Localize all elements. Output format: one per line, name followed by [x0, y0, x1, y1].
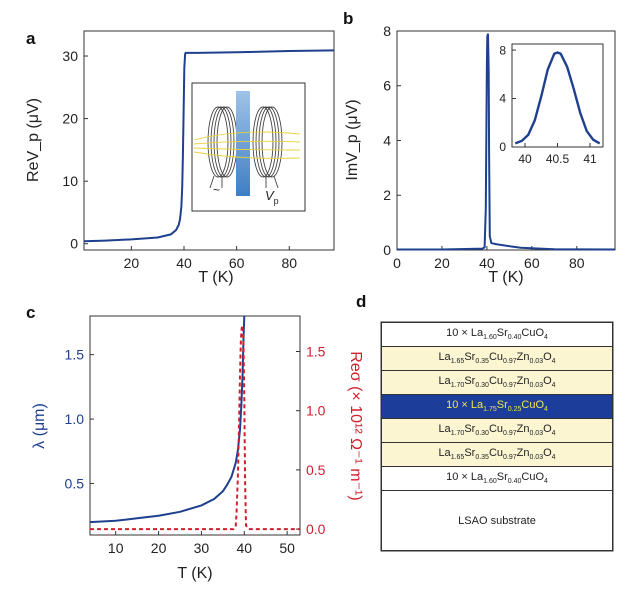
chart-c-ticks: 10 20 30 40 50 0.5 1.0 1.5 0.0 0.5 1.0 1.5 — [65, 343, 326, 556]
layer-6: La1.65Sr0.35Cu0.97Zn0.03O4 — [381, 442, 613, 466]
layer-7: 10 × La1.60Sr0.40CuO4 — [381, 466, 613, 490]
chart-c-ytick-label: 0.5 — [65, 475, 85, 491]
source-symbol: ~ — [213, 183, 220, 197]
layer-formula: 10 × La1.60Sr0.40CuO4 — [446, 327, 548, 342]
chart-a-xtick-label: 80 — [281, 255, 297, 271]
chart-b-xlabel: T (K) — [488, 269, 523, 286]
panel-label-c: c — [26, 303, 35, 322]
chart-b-inset-ytick-label: 4 — [499, 92, 506, 106]
chart-b-inset-xtick-label: 41 — [583, 152, 597, 166]
chart-c-xtick-label: 40 — [236, 540, 252, 556]
layer-formula: La1.65Sr0.35Cu0.97Zn0.03O4 — [438, 447, 556, 462]
chart-c-sigma-line — [90, 325, 300, 531]
chart-b-inset-ytick-label: 8 — [499, 43, 506, 57]
layer-2: La1.65Sr0.35Cu0.97Zn0.03O4 — [381, 346, 613, 370]
chart-c-right-ytick-label: 0.5 — [306, 462, 326, 478]
chart-a-ytick-label: 20 — [62, 111, 78, 127]
chart-c-xtick-label: 50 — [279, 540, 295, 556]
chart-b-ytick-label: 4 — [383, 132, 391, 148]
chart-c-ytick-label: 1.0 — [65, 411, 85, 427]
chart-c-xtick-label: 20 — [151, 540, 167, 556]
chart-a-series-line — [83, 49, 335, 243]
chart-c-right-ytick-label: 1.5 — [306, 343, 326, 359]
layer-3: La1.70Sr0.30Cu0.97Zn0.03O4 — [381, 370, 613, 394]
layer-formula: La1.65Sr0.35Cu0.97Zn0.03O4 — [438, 351, 556, 366]
layer-4: 10 × La1.75Sr0.25CuO4 — [381, 394, 613, 418]
panel-label-a: a — [26, 29, 36, 48]
chart-b-series-line — [397, 33, 616, 251]
chart-c-lambda-line — [89, 315, 246, 524]
chart-a-ytick-label: 0 — [70, 236, 78, 252]
layer-formula: 10 × La1.60Sr0.40CuO4 — [446, 471, 548, 486]
chart-b-xtick-label: 0 — [393, 255, 401, 271]
sample-film-icon — [236, 91, 250, 196]
chart-c-ylabel-right: Reσ (× 10¹² Ω⁻¹ m⁻¹) — [347, 351, 364, 500]
chart-a-ticks: 20 40 60 80 0 10 20 30 — [62, 48, 297, 271]
chart-a-ytick-label: 30 — [62, 48, 78, 64]
chart-c-xtick-label: 30 — [194, 540, 210, 556]
chart-c: 10 20 30 40 50 0.5 1.0 1.5 0.0 0.5 1.0 1.5 T (K) λ … — [31, 315, 364, 582]
chart-c-xlabel: T (K) — [177, 565, 212, 582]
chart-b-inset-xtick-label: 40 — [518, 152, 532, 166]
layer-formula: La1.70Sr0.30Cu0.97Zn0.03O4 — [438, 375, 556, 390]
chart-c-ytick-label: 1.5 — [65, 347, 85, 363]
chart-b-inset: 40 40.5 41 0 4 8 — [499, 43, 604, 166]
chart-a-ytick-label: 10 — [62, 173, 78, 189]
chart-b-xtick-label: 40 — [479, 255, 495, 271]
layer-formula: La1.70Sr0.30Cu0.97Zn0.03O4 — [438, 423, 556, 438]
layer-1: 10 × La1.60Sr0.40CuO4 — [381, 322, 613, 346]
chart-b-inset-ytick-label: 0 — [499, 140, 506, 154]
substrate-layer: LSAO substrate — [381, 490, 613, 551]
chart-c-ylabel-left: λ (μm) — [31, 403, 48, 449]
panel-label-d: d — [356, 292, 366, 311]
chart-a: 20 40 60 80 0 10 20 30 T (K) ReV_p (μV) — [25, 30, 335, 286]
panel-label-b: b — [343, 9, 353, 28]
chart-b-ylabel: ImV_p (μV) — [344, 99, 361, 180]
field-lines-icon — [193, 131, 301, 159]
chart-b-inset-xtick-label: 40.5 — [546, 152, 570, 166]
layer-formula: 10 × La1.75Sr0.25CuO4 — [446, 399, 548, 414]
chart-a-ylabel: ReV_p (μV) — [25, 98, 42, 182]
chart-b-ytick-label: 2 — [383, 187, 391, 203]
chart-b-ytick-label: 0 — [383, 242, 391, 258]
chart-b-xtick-label: 20 — [434, 255, 450, 271]
chart-a-xlabel: T (K) — [198, 269, 233, 286]
chart-a-frame — [83, 30, 335, 251]
chart-b-ytick-label: 8 — [383, 23, 391, 39]
chart-b-xtick-label: 60 — [524, 255, 540, 271]
chart-c-frame — [89, 315, 301, 536]
chart-b-inset-series-line — [514, 51, 601, 145]
chart-b-xtick-label: 80 — [569, 255, 585, 271]
layer-5: La1.70Sr0.30Cu0.97Zn0.03O4 — [381, 418, 613, 442]
chart-b-inset-ticks: 40 40.5 41 0 4 8 — [499, 43, 597, 166]
chart-a-xtick-label: 60 — [229, 255, 245, 271]
chart-a-xtick-label: 20 — [124, 255, 140, 271]
coil-right-icon — [252, 106, 283, 189]
coil-schematic-inset: ~ Vp — [191, 82, 306, 212]
chart-b-ytick-label: 6 — [383, 78, 391, 94]
chart-c-xtick-label: 10 — [108, 540, 124, 556]
chart-c-right-ytick-label: 0.0 — [306, 521, 326, 537]
chart-b-inset-frame — [511, 43, 604, 148]
chart-a-xtick-label: 40 — [176, 255, 192, 271]
chart-c-right-ytick-label: 1.0 — [306, 403, 326, 419]
